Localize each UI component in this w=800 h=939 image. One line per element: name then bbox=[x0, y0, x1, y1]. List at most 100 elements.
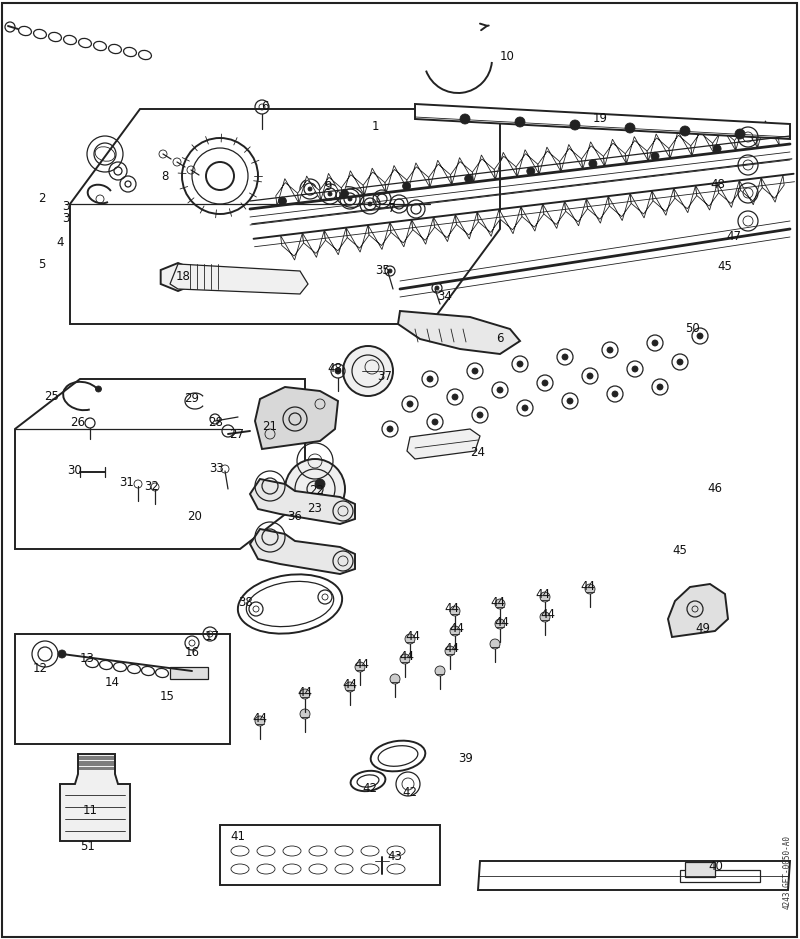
Polygon shape bbox=[390, 220, 413, 247]
Circle shape bbox=[472, 368, 478, 374]
Polygon shape bbox=[250, 529, 355, 574]
Polygon shape bbox=[429, 161, 452, 188]
Circle shape bbox=[343, 346, 393, 396]
Text: 27: 27 bbox=[230, 427, 245, 440]
Polygon shape bbox=[691, 129, 714, 156]
Circle shape bbox=[328, 192, 332, 196]
Circle shape bbox=[400, 654, 410, 664]
Text: 44: 44 bbox=[445, 603, 459, 615]
Text: 45: 45 bbox=[673, 545, 687, 558]
Polygon shape bbox=[761, 175, 784, 202]
Text: 35: 35 bbox=[376, 264, 390, 276]
Text: 6: 6 bbox=[496, 332, 504, 346]
Polygon shape bbox=[516, 149, 539, 177]
Text: 44: 44 bbox=[253, 713, 267, 726]
Text: 51: 51 bbox=[81, 839, 95, 853]
Circle shape bbox=[540, 612, 550, 622]
Polygon shape bbox=[415, 104, 790, 139]
Text: 34: 34 bbox=[438, 290, 453, 303]
Text: 15: 15 bbox=[159, 689, 174, 702]
Text: 48: 48 bbox=[327, 362, 342, 376]
Polygon shape bbox=[250, 479, 355, 524]
Circle shape bbox=[300, 689, 310, 699]
Polygon shape bbox=[450, 158, 474, 185]
Circle shape bbox=[95, 386, 102, 392]
Text: 36: 36 bbox=[287, 511, 302, 524]
Text: 44: 44 bbox=[581, 580, 595, 593]
Polygon shape bbox=[713, 126, 736, 153]
Text: 5: 5 bbox=[38, 257, 46, 270]
Polygon shape bbox=[455, 212, 478, 239]
Polygon shape bbox=[472, 155, 495, 182]
Polygon shape bbox=[298, 176, 321, 203]
Text: 37: 37 bbox=[378, 371, 393, 383]
Circle shape bbox=[542, 380, 548, 386]
Circle shape bbox=[387, 426, 393, 432]
Text: 18: 18 bbox=[175, 269, 190, 283]
Polygon shape bbox=[582, 142, 605, 169]
Text: 11: 11 bbox=[82, 805, 98, 818]
Polygon shape bbox=[319, 174, 342, 201]
Text: 45: 45 bbox=[718, 260, 733, 273]
Polygon shape bbox=[499, 207, 522, 234]
Circle shape bbox=[495, 599, 505, 609]
Circle shape bbox=[452, 394, 458, 400]
Text: 28: 28 bbox=[209, 415, 223, 428]
Circle shape bbox=[680, 126, 690, 136]
Text: 3: 3 bbox=[62, 212, 70, 225]
Polygon shape bbox=[560, 145, 582, 172]
Polygon shape bbox=[734, 123, 758, 150]
Circle shape bbox=[348, 197, 352, 201]
Bar bbox=[220, 825, 440, 885]
Polygon shape bbox=[756, 121, 779, 148]
Polygon shape bbox=[647, 134, 670, 162]
Polygon shape bbox=[407, 429, 480, 459]
Text: 44: 44 bbox=[445, 642, 459, 655]
Text: 44: 44 bbox=[450, 623, 465, 636]
Text: 44: 44 bbox=[399, 651, 414, 664]
Text: 47: 47 bbox=[726, 230, 742, 243]
Circle shape bbox=[450, 606, 460, 616]
Text: 42: 42 bbox=[402, 786, 418, 798]
Text: 30: 30 bbox=[68, 465, 82, 478]
Text: 10: 10 bbox=[499, 51, 514, 64]
Circle shape bbox=[407, 401, 413, 407]
Circle shape bbox=[522, 405, 528, 411]
Polygon shape bbox=[565, 199, 587, 226]
Text: 44: 44 bbox=[541, 608, 555, 621]
Circle shape bbox=[652, 340, 658, 346]
Polygon shape bbox=[718, 180, 741, 208]
Polygon shape bbox=[281, 233, 304, 260]
Circle shape bbox=[585, 584, 595, 594]
Circle shape bbox=[390, 674, 400, 684]
Text: 23: 23 bbox=[307, 502, 322, 516]
Polygon shape bbox=[346, 225, 369, 253]
Polygon shape bbox=[434, 214, 457, 241]
Polygon shape bbox=[695, 183, 718, 210]
Circle shape bbox=[435, 286, 439, 290]
Text: 21: 21 bbox=[262, 421, 278, 434]
Polygon shape bbox=[603, 139, 626, 166]
Bar bbox=[170, 667, 208, 679]
Polygon shape bbox=[363, 168, 386, 195]
Circle shape bbox=[625, 123, 635, 133]
Polygon shape bbox=[652, 188, 675, 215]
Text: 44: 44 bbox=[342, 678, 358, 690]
Circle shape bbox=[570, 120, 580, 130]
Text: 49: 49 bbox=[695, 623, 710, 636]
Polygon shape bbox=[161, 263, 195, 291]
Polygon shape bbox=[669, 131, 692, 159]
Text: 46: 46 bbox=[707, 483, 722, 496]
Text: 4243-GET-0050-A0: 4243-GET-0050-A0 bbox=[783, 835, 792, 909]
Text: 26: 26 bbox=[70, 415, 86, 428]
Polygon shape bbox=[276, 178, 299, 206]
Text: 14: 14 bbox=[105, 675, 119, 688]
Circle shape bbox=[562, 354, 568, 360]
Circle shape bbox=[517, 361, 523, 367]
Text: 1: 1 bbox=[371, 120, 378, 133]
Text: 6: 6 bbox=[262, 100, 269, 113]
Circle shape bbox=[677, 359, 683, 365]
Circle shape bbox=[405, 634, 415, 644]
Circle shape bbox=[368, 202, 372, 206]
Text: 12: 12 bbox=[33, 661, 47, 674]
